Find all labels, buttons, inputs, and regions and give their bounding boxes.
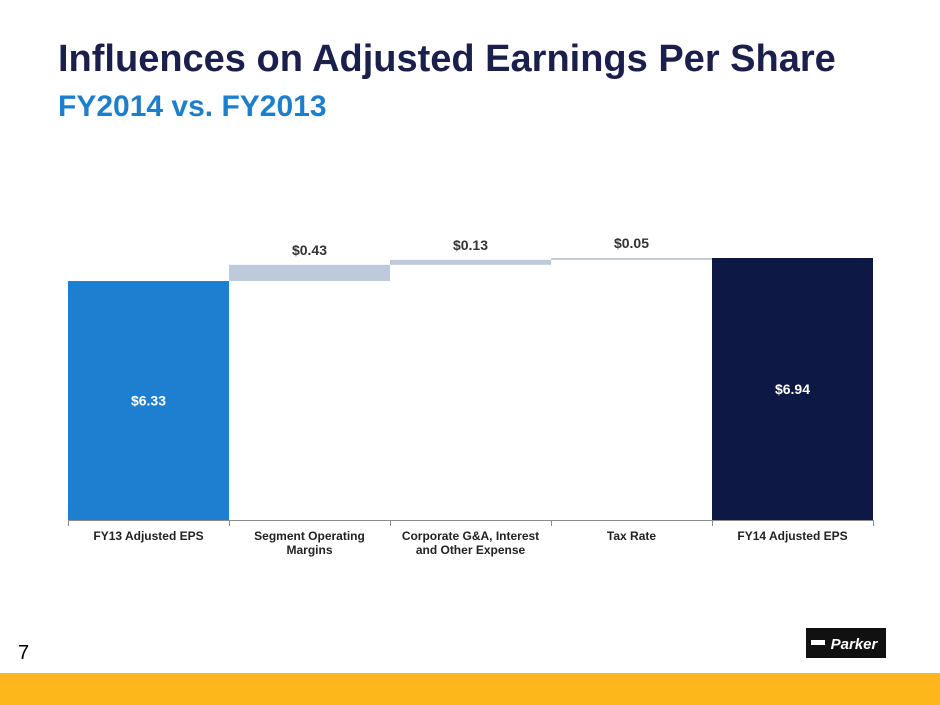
footer-bar	[0, 673, 940, 705]
data-label: $6.33	[131, 393, 166, 409]
data-label: $0.05	[614, 235, 649, 251]
data-label: $0.13	[453, 237, 488, 253]
x-tick-label: FY13 Adjusted EPS	[93, 529, 203, 543]
page-subtitle: FY2014 vs. FY2013	[58, 90, 327, 123]
page-title: Influences on Adjusted Earnings Per Shar…	[58, 38, 836, 80]
x-tick-label: Tax Rate	[607, 529, 656, 543]
x-tick-label: FY14 Adjusted EPS	[737, 529, 847, 543]
x-tick-label: Segment Operating Margins	[254, 529, 365, 557]
x-tick-label: Corporate G&A, Interest and Other Expense	[402, 529, 539, 557]
x-tick-label-line: Segment Operating	[254, 529, 365, 543]
waterfall-bar	[68, 281, 229, 520]
page-number: 7	[18, 642, 30, 664]
data-label: $6.94	[775, 381, 810, 397]
data-label: $0.43	[292, 242, 327, 258]
logo-stripe	[811, 640, 825, 645]
waterfall-bar	[390, 259, 551, 265]
x-tick-label-line: Corporate G&A, Interest	[402, 529, 539, 543]
logo-text: Parker	[831, 636, 879, 653]
x-tick-label-line: FY14 Adjusted EPS	[737, 529, 847, 543]
x-tick-label-line: Tax Rate	[607, 529, 656, 543]
x-tick-label-line: FY13 Adjusted EPS	[93, 529, 203, 543]
parker-logo-icon: Parker	[806, 628, 886, 658]
waterfall-bar	[551, 258, 712, 260]
x-tick-label-line: Margins	[286, 543, 332, 557]
x-tick-label-line: and Other Expense	[416, 543, 526, 557]
waterfall-bar	[712, 258, 873, 520]
waterfall-bar	[229, 264, 390, 282]
